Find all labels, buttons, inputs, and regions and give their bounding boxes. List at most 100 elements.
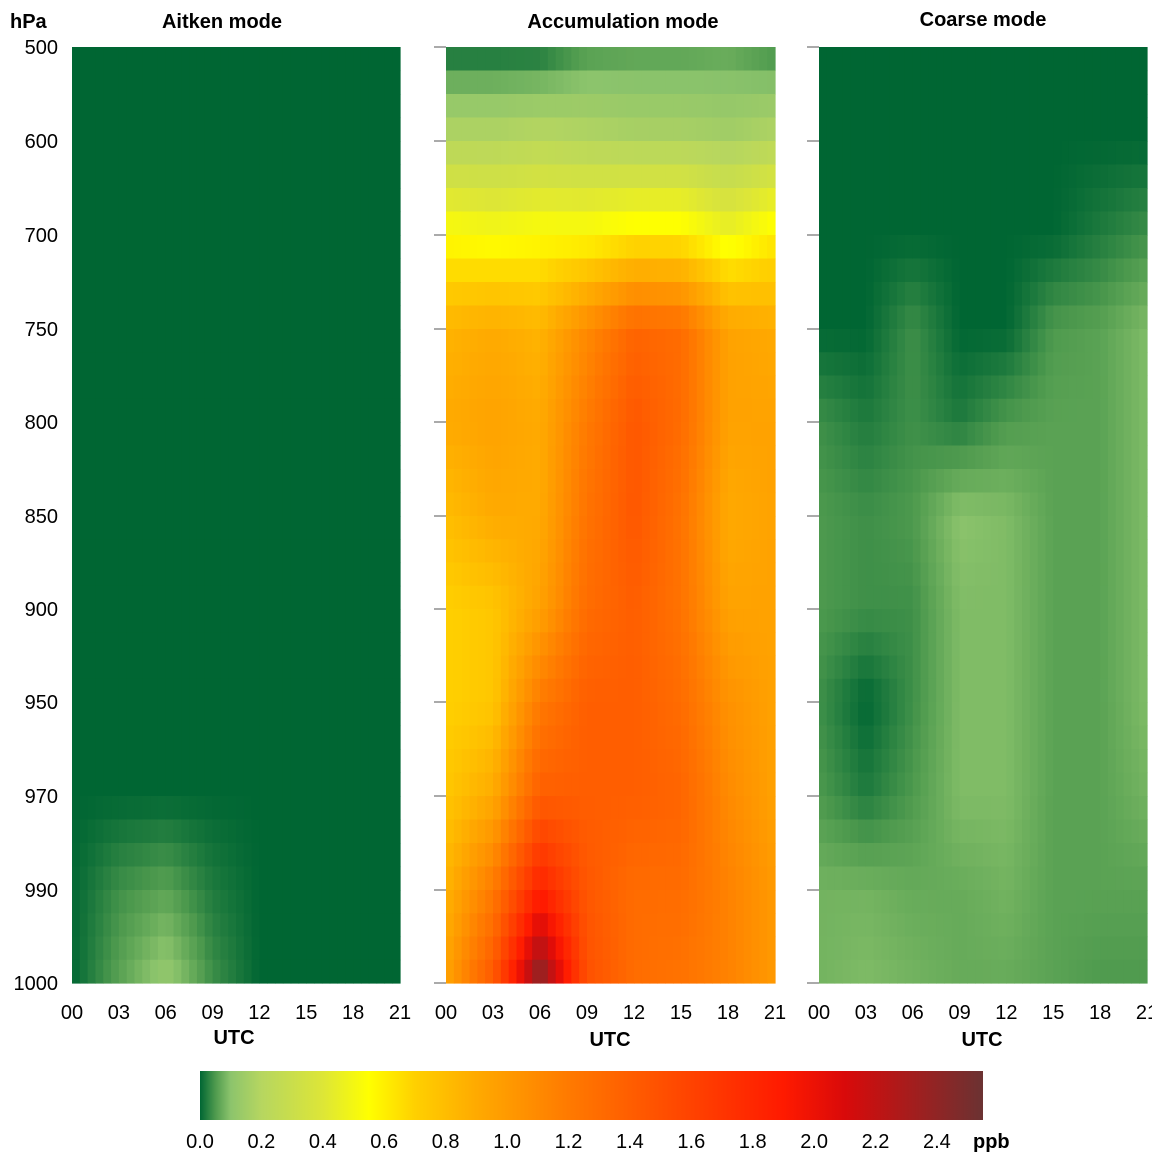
heatmap-cell: [943, 141, 953, 166]
heatmap-cell: [842, 469, 851, 494]
heatmap-cell: [150, 702, 159, 727]
heatmap-cell: [704, 959, 713, 984]
heatmap-cell: [353, 516, 362, 540]
heatmap-cell: [360, 492, 370, 517]
heatmap-cell: [220, 94, 229, 119]
heatmap-cell: [95, 772, 104, 797]
heatmap-cell: [1045, 819, 1054, 844]
heatmap-cell: [657, 890, 666, 914]
heatmap-cell: [594, 936, 604, 961]
heatmap-cell: [665, 585, 674, 610]
heatmap-cell: [228, 749, 237, 774]
heatmap-cell: [212, 235, 221, 260]
heatmap-cell: [173, 539, 182, 564]
heatmap-cell: [728, 352, 737, 377]
heatmap-cell: [571, 749, 580, 774]
heatmap-cell: [555, 702, 565, 727]
heatmap-cell: [157, 329, 167, 353]
heatmap-cell: [243, 796, 253, 821]
heatmap-cell: [975, 117, 984, 142]
heatmap-cell: [904, 375, 914, 400]
heatmap-cell: [267, 655, 276, 680]
heatmap-cell: [368, 609, 378, 633]
heatmap-cell: [728, 375, 737, 400]
heatmap-cell: [842, 94, 851, 119]
heatmap-cell: [540, 843, 549, 868]
heatmap-cell: [212, 913, 221, 938]
heatmap-cell: [329, 725, 339, 750]
heatmap-cell: [165, 866, 175, 891]
heatmap-cell: [696, 772, 706, 797]
heatmap-cell: [298, 749, 307, 774]
heatmap-cell: [665, 539, 674, 564]
heatmap-cell: [751, 469, 760, 494]
heatmap-cell: [189, 866, 198, 891]
heatmap-cell: [1029, 843, 1039, 868]
heatmap-cell: [641, 609, 651, 633]
heatmap-cell: [819, 866, 828, 891]
heatmap-cell: [881, 702, 890, 727]
heatmap-cell: [493, 70, 502, 95]
heatmap-cell: [298, 469, 307, 494]
heatmap-cell: [516, 305, 525, 330]
heatmap-cell: [563, 632, 572, 657]
heatmap-cell: [943, 725, 953, 750]
heatmap-cell: [1092, 749, 1101, 774]
heatmap-cell: [360, 609, 370, 633]
heatmap-cell: [897, 516, 906, 540]
heatmap-cell: [735, 117, 745, 142]
heatmap-cell: [850, 632, 859, 657]
heatmap-cell: [990, 772, 1000, 797]
heatmap-cell: [728, 469, 737, 494]
heatmap-cell: [728, 422, 737, 447]
heatmap-cell: [881, 375, 890, 400]
heatmap-cell: [767, 516, 776, 540]
heatmap-cell: [975, 211, 984, 236]
heatmap-cell: [936, 70, 945, 95]
heatmap-cell: [446, 702, 455, 727]
heatmap-cell: [951, 329, 961, 353]
heatmap-cell: [95, 398, 104, 423]
heatmap-cell: [865, 843, 875, 868]
heatmap-cell: [540, 398, 549, 423]
heatmap-cell: [704, 492, 713, 517]
heatmap-cell: [251, 211, 261, 236]
heatmap-cell: [485, 398, 494, 423]
heatmap-cell: [392, 562, 401, 587]
heatmap-cell: [665, 329, 674, 353]
heatmap-cell: [998, 47, 1008, 72]
heatmap-cell: [728, 890, 737, 914]
heatmap-cell: [990, 819, 1000, 844]
heatmap-cell: [220, 866, 229, 891]
heatmap-cell: [975, 843, 984, 868]
heatmap-cell: [897, 890, 906, 914]
heatmap-cell: [720, 492, 729, 517]
heatmap-cell: [681, 959, 690, 984]
heatmap-cell: [819, 47, 828, 72]
heatmap-cell: [181, 329, 190, 353]
heatmap-cell: [259, 164, 268, 189]
heatmap-cell: [220, 422, 229, 447]
heatmap-cell: [493, 329, 502, 353]
heatmap-cell: [850, 516, 859, 540]
heatmap-cell: [1115, 702, 1125, 727]
heatmap-cell: [881, 141, 890, 166]
heatmap-cell: [461, 70, 471, 95]
heatmap-cell: [290, 819, 300, 844]
heatmap-cell: [282, 913, 292, 938]
heatmap-cell: [196, 890, 206, 914]
heatmap-cell: [943, 843, 953, 868]
heatmap-cell: [983, 819, 992, 844]
heatmap-cell: [1123, 445, 1132, 470]
heatmap-cell: [610, 282, 619, 307]
heatmap-cell: [873, 913, 883, 938]
heatmap-cell: [1068, 70, 1078, 95]
heatmap-cell: [220, 959, 229, 984]
heatmap-cell: [189, 749, 198, 774]
heatmap-cell: [103, 936, 112, 961]
heatmap-cell: [275, 585, 284, 610]
heatmap-cell: [134, 843, 143, 868]
heatmap-cell: [673, 282, 682, 307]
heatmap-cell: [111, 164, 120, 189]
heatmap-cell: [819, 211, 828, 236]
